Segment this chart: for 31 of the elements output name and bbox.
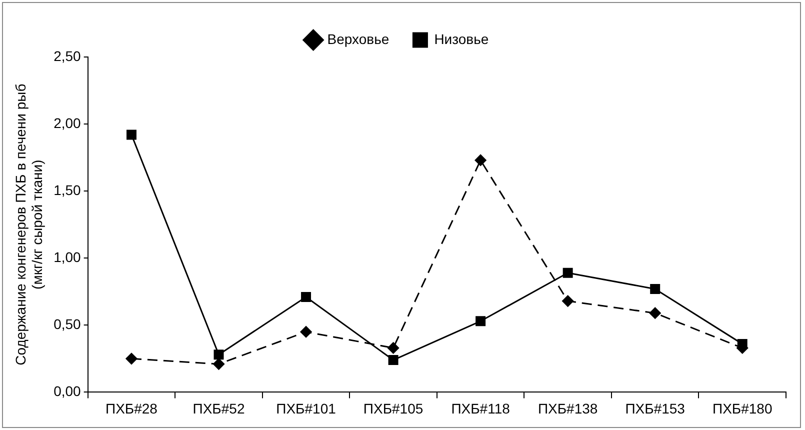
y-tick-label: 0,00 — [54, 383, 82, 400]
x-tick-label: ПХБ#28 — [106, 400, 158, 416]
point — [301, 292, 312, 302]
x-tick-label: ПХБ#153 — [625, 400, 686, 416]
y-tick-label: 1,00 — [54, 248, 82, 265]
point — [388, 342, 400, 354]
point — [126, 130, 136, 140]
x-tick-label: ПХБ#180 — [712, 400, 772, 416]
x-tick-label: ПХБ#52 — [192, 400, 245, 416]
y-axis-title: Содержание конгенеров ПХБ в печени рыб (мкг/кг сырой ткани) — [12, 84, 46, 366]
point — [562, 268, 573, 278]
y-tick-label: 2,00 — [54, 114, 82, 131]
y-tick-label: 2,50 — [54, 48, 82, 64]
point — [474, 154, 486, 166]
y-tick-label: 1,50 — [54, 182, 82, 198]
point — [300, 326, 312, 338]
x-tick-label: ПХБ#138 — [538, 400, 598, 416]
point — [562, 295, 574, 307]
x-tick-label: ПХБ#105 — [363, 400, 424, 416]
point — [650, 284, 660, 294]
x-tick-label: ПХБ#101 — [276, 400, 336, 416]
legend-label: Низовье — [434, 30, 489, 47]
point — [126, 352, 138, 364]
x-tick-label: ПХБ#118 — [451, 400, 510, 416]
point — [214, 350, 224, 360]
point — [388, 355, 398, 366]
legend-label: Верховье — [327, 30, 390, 47]
point — [213, 358, 224, 370]
y-tick-label: 0,50 — [54, 316, 82, 332]
point — [649, 307, 661, 319]
point — [476, 316, 486, 326]
